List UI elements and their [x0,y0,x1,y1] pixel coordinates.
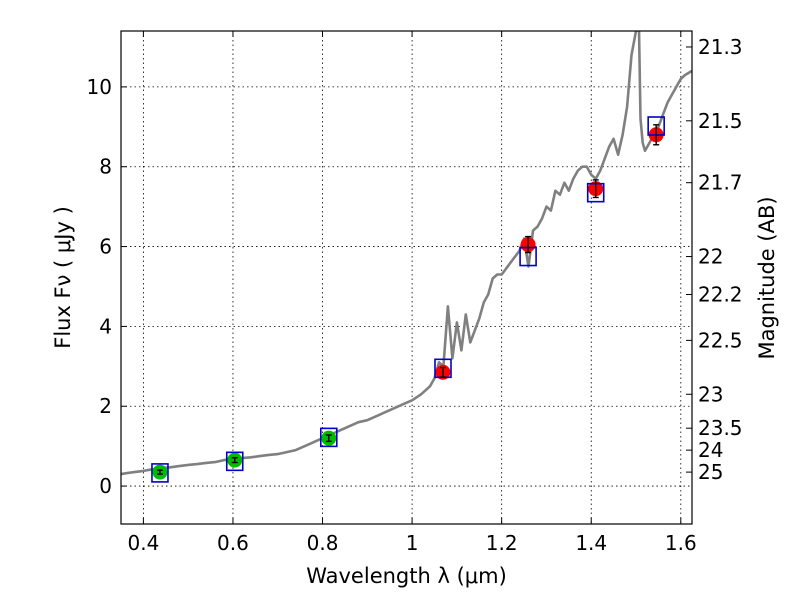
y-tick-label: 2 [99,394,112,418]
right-y-tick-label: 21.3 [698,35,743,59]
y-tick-label: 4 [99,314,112,338]
x-axis-label: Wavelength λ (μm) [306,564,507,588]
y-tick-label: 8 [99,155,112,179]
right-y-tick-label: 23.5 [698,416,743,440]
y-tick-label: 6 [99,235,112,259]
model-flux-square [319,427,338,448]
x-tick-label: 1.2 [486,531,518,555]
grid [121,31,692,524]
model-flux-square [225,451,244,472]
error-bar [525,235,532,254]
tick-labels: 0.4 0.6 0.8 1 1.2 1.4 1.6024681021.321.521.722… [87,35,743,555]
error-bar [653,124,660,146]
right-y-tick-label: 21.7 [698,171,743,195]
x-tick-label: 0.4 [127,531,159,555]
axes-frame [120,30,693,525]
y-axis-label: Flux Fν ( μJy ) [51,206,75,349]
x-tick-label: 1.4 [575,531,607,555]
x-tick-label: 1.6 [665,531,697,555]
right-y-axis-label: Magnitude (AB) [755,196,779,359]
right-y-tick-label: 22.2 [698,282,743,306]
model-flux-square [151,463,169,483]
plot-area [121,31,692,483]
x-tick-label: 1 [406,531,419,555]
right-y-tick-label: 23 [698,382,723,406]
error-bar [231,457,238,464]
x-tick-label: 0.8 [307,531,339,555]
error-bar [156,469,163,475]
x-tick-label: 0.6 [217,531,249,555]
y-tick-label: 0 [99,474,112,498]
y-tick-label: 10 [87,75,112,99]
right-y-tick-label: 22.5 [698,328,743,352]
error-bar [592,179,599,199]
error-bar [439,366,446,378]
right-y-tick-label: 22 [698,245,723,269]
spectrum-line [121,31,692,476]
error-bar [325,434,332,443]
ticks [121,31,692,524]
right-y-tick-label: 21.5 [698,109,743,133]
right-y-tick-label: 25 [698,460,723,484]
right-y-tick-label: 24 [698,438,723,462]
